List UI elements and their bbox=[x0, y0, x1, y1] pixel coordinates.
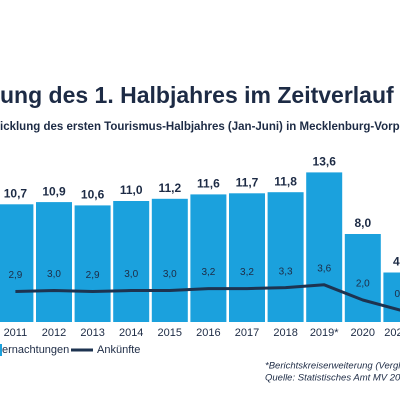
line-value-label: 2,9 bbox=[8, 270, 22, 281]
line-value-label: 3,6 bbox=[317, 263, 331, 274]
x-tick-label: 2017 bbox=[235, 327, 259, 339]
bar bbox=[190, 194, 227, 322]
legend-label: Ankünfte bbox=[97, 344, 140, 356]
x-tick-label: 2012 bbox=[42, 327, 66, 339]
line-value-label: 3,0 bbox=[47, 269, 61, 280]
bar-value-label: 11,7 bbox=[236, 175, 259, 189]
legend-label: ernachtungen bbox=[2, 344, 69, 356]
bar bbox=[0, 204, 34, 322]
bar-value-label: 10,9 bbox=[42, 184, 66, 198]
x-tick-label: 2018 bbox=[273, 327, 297, 339]
source: Quelle: Statistisches Amt MV 2010-2 bbox=[265, 373, 400, 384]
bar bbox=[229, 193, 265, 322]
bar-value-label: 8,0 bbox=[354, 216, 371, 230]
line-value-label: 3,0 bbox=[124, 269, 138, 280]
bar bbox=[74, 205, 111, 322]
x-tick-label: 2020 bbox=[351, 327, 375, 339]
bar-value-label: 10,6 bbox=[81, 188, 105, 202]
bar-value-label: 11,0 bbox=[120, 183, 143, 197]
line-value-label: 2,9 bbox=[86, 270, 100, 281]
bar-value-label: 13,6 bbox=[313, 155, 337, 169]
bar bbox=[113, 201, 150, 322]
x-tick-label: 2013 bbox=[80, 327, 104, 339]
bar-value-label: 10,7 bbox=[4, 186, 28, 200]
line bbox=[15, 283, 400, 312]
bar bbox=[344, 234, 381, 322]
x-tick-label: 202 bbox=[384, 327, 400, 339]
bar bbox=[306, 172, 343, 322]
line-value-label: 3,2 bbox=[240, 267, 254, 278]
x-tick-label: 2019* bbox=[310, 327, 339, 339]
bar-value-label: 11,8 bbox=[274, 174, 297, 188]
bar bbox=[151, 198, 188, 322]
line-value-label: 3,2 bbox=[201, 267, 215, 278]
chart-title: ung des 1. Halbjahres im Zeitverlauf bbox=[0, 82, 394, 108]
x-tick-label: 2015 bbox=[158, 327, 182, 339]
chart-subtitle: icklung des ersten Tourismus-Halbjahres … bbox=[0, 121, 400, 133]
bar bbox=[36, 202, 72, 322]
line-value-label: 2,0 bbox=[356, 279, 370, 290]
footnote: *Berichtskreiserweiterung (Vergleich bbox=[265, 361, 400, 372]
bar-value-label: 4,5 bbox=[393, 255, 400, 269]
x-tick-label: 2014 bbox=[119, 327, 143, 339]
bar bbox=[267, 192, 304, 322]
bar-value-label: 11,2 bbox=[158, 181, 181, 195]
line-value-label: 3,3 bbox=[279, 266, 293, 277]
legend-swatch bbox=[0, 344, 2, 356]
line-value-label: 0,9 bbox=[394, 289, 400, 300]
x-tick-label: 2016 bbox=[196, 327, 220, 339]
line-value-label: 3,0 bbox=[163, 269, 177, 280]
bar-value-label: 11,6 bbox=[197, 177, 220, 191]
x-tick-label: 2011 bbox=[4, 327, 28, 339]
